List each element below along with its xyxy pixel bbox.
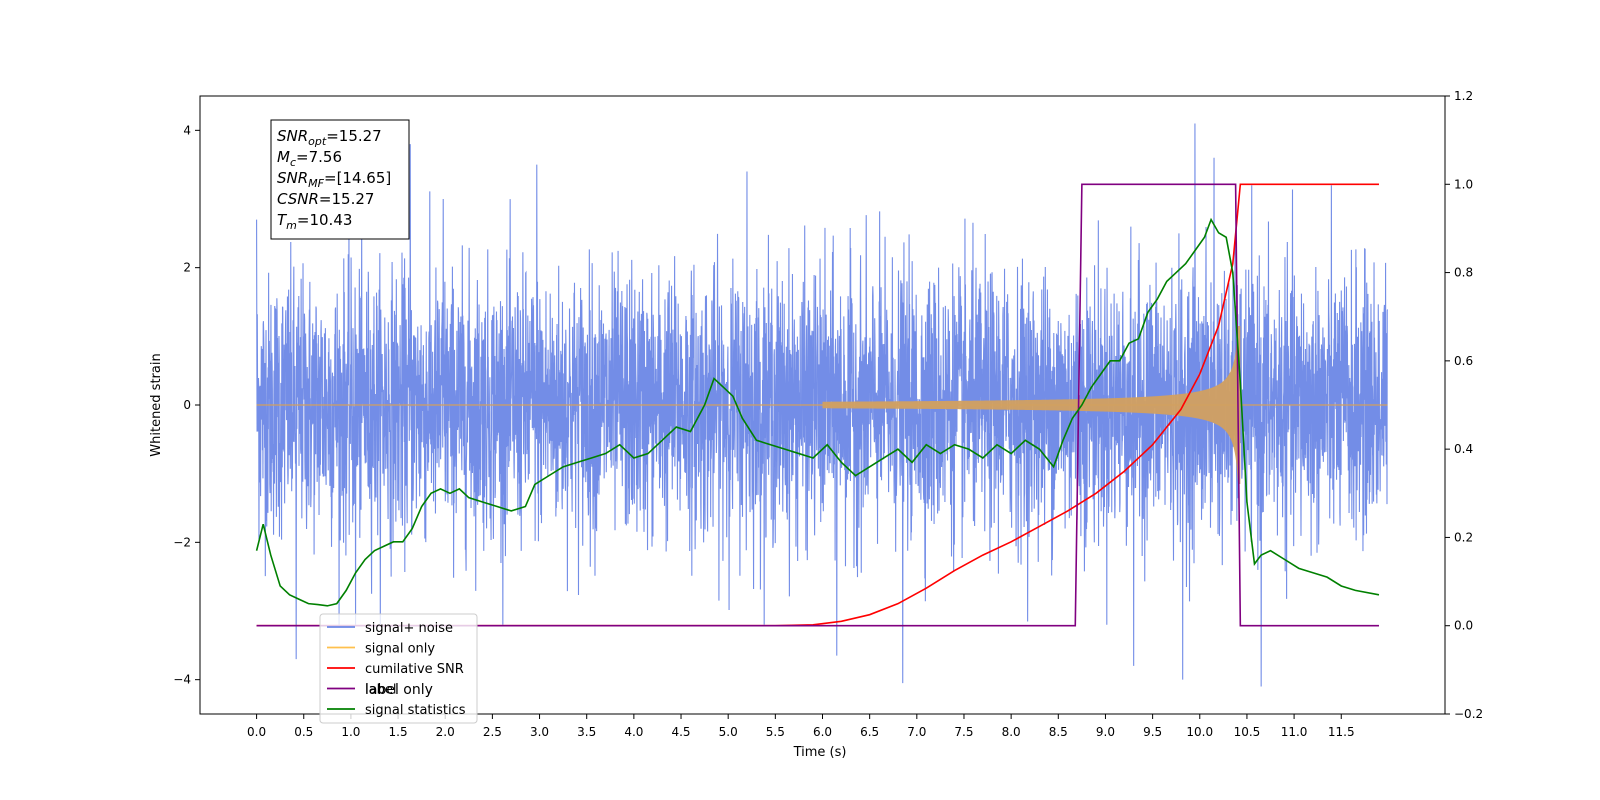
series-label	[256, 183, 1379, 627]
x-tick-label: 1.0	[341, 725, 360, 739]
y2-tick-label: 0.0	[1454, 619, 1473, 633]
x-tick-label: 2.5	[483, 725, 502, 739]
annotation-box: SNRopt=15.27Mc=7.56SNRMF=[14.65]CSNR=15.…	[270, 119, 410, 240]
series-layer	[255, 123, 1389, 687]
y2-tick-label: 0.8	[1454, 266, 1473, 280]
x-tick-label: 11.0	[1281, 725, 1308, 739]
x-axis-label: Time (s)	[793, 745, 847, 760]
x-tick-label: 6.0	[813, 725, 832, 739]
y2-tick-label: −0.2	[1454, 707, 1483, 721]
x-tick-label: 4.0	[624, 725, 643, 739]
x-tick-label: 7.0	[907, 725, 926, 739]
legend-label: cumilative SNR	[365, 662, 464, 677]
x-tick-label: 8.0	[1002, 725, 1021, 739]
legend-label: signal+ noise	[365, 621, 453, 636]
legend-hidden-label: label only	[365, 682, 433, 698]
x-tick-label: 5.0	[719, 725, 738, 739]
x-tick-label: 6.5	[860, 725, 879, 739]
series-signal-noise	[256, 123, 1389, 687]
legend-label: label	[365, 683, 396, 698]
y-tick-label: 2	[183, 261, 191, 275]
x-tick-label: 3.0	[530, 725, 549, 739]
legend-label: signal statistics	[365, 703, 466, 718]
x-tick-label: 10.0	[1186, 725, 1213, 739]
annotation-line: CSNR=15.27	[277, 190, 374, 208]
annotation-line: SNRopt=15.27	[277, 127, 382, 148]
x-tick-label: 4.5	[671, 725, 690, 739]
y-axis-left: 4 2 0 −2 −4	[173, 123, 200, 687]
legend-entries: signal+ noise signal only cumilative SNR la…	[327, 621, 466, 718]
y-tick-label: −4	[173, 673, 191, 687]
annotation-line: Tm=10.43	[277, 211, 352, 232]
x-tick-label: 3.5	[577, 725, 596, 739]
y-tick-label: 4	[183, 123, 191, 137]
y-tick-label: −2	[173, 535, 191, 549]
y-axis-label: Whitened strain	[149, 353, 164, 456]
x-tick-label: 0.5	[294, 725, 313, 739]
legend-label: signal only	[365, 642, 435, 657]
x-tick-label: 10.5	[1234, 725, 1261, 739]
series-cumulative-snr	[256, 183, 1379, 627]
x-tick-label: 11.5	[1328, 725, 1355, 739]
annotation-lines: SNRopt=15.27Mc=7.56SNRMF=[14.65]CSNR=15.…	[277, 127, 391, 232]
x-tick-label: 0.0	[247, 725, 266, 739]
annotation-line: SNRMF=[14.65]	[277, 169, 391, 190]
x-tick-label: 9.0	[1096, 725, 1115, 739]
x-tick-label: 2.0	[436, 725, 455, 739]
x-tick-label: 5.5	[766, 725, 785, 739]
legend-frame	[319, 613, 478, 724]
x-tick-label: 7.5	[954, 725, 973, 739]
x-tick-label: 9.5	[1143, 725, 1162, 739]
series-signal-statistics	[255, 217, 1380, 607]
y-tick-label: 0	[183, 398, 191, 412]
x-tick-label: 1.5	[389, 725, 408, 739]
y-axis-right: 1.2 1.0 0.8 0.6 0.4 0.2 0.0 −0.2	[1445, 89, 1483, 721]
x-axis: 0.0 0.5 1.0 1.5 2.0 2.5 3.0 3.5 4.0 4.5 5.0 5.5 6.0 6…	[247, 714, 1355, 739]
x-tick-label: 8.5	[1049, 725, 1068, 739]
y2-tick-label: 0.2	[1454, 530, 1473, 544]
legend: label only signal+ noise signal only cumil…	[319, 613, 478, 724]
y2-tick-label: 1.2	[1454, 89, 1473, 103]
annotation-frame	[270, 119, 410, 240]
y2-tick-label: 1.0	[1454, 177, 1473, 191]
annotation-line: Mc=7.56	[277, 148, 342, 169]
y2-tick-label: 0.6	[1454, 354, 1473, 368]
y2-tick-label: 0.4	[1454, 442, 1473, 456]
